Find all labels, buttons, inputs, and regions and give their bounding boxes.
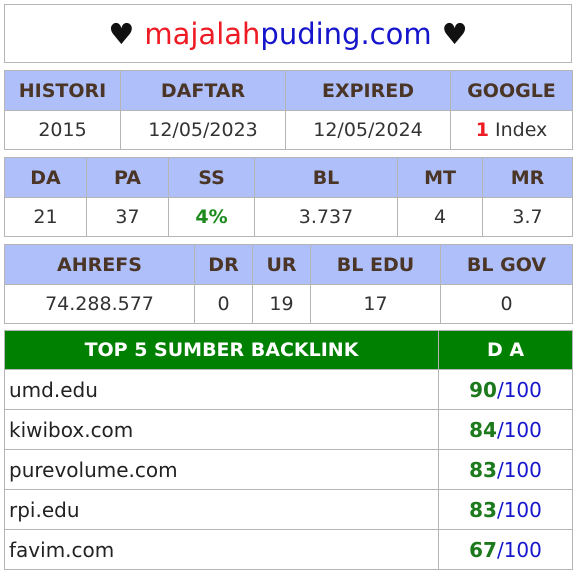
header-bl-edu: BL EDU [310,244,441,285]
header-pa: PA [86,157,169,198]
backlink-da: 83/100 [438,449,573,490]
google-index-count: 1 [475,119,489,141]
value-google: 1 Index [450,110,573,150]
header-dr: DR [194,244,253,285]
value-expired: 12/05/2024 [285,110,451,150]
table-row: purevolume.com 83/100 [4,449,573,490]
da-max: 100 [503,537,542,562]
table-row: favim.com 67/100 [4,529,573,570]
value-da: 21 [4,197,87,237]
da-max: 100 [503,497,542,522]
seo-metrics-table: DA PA SS BL MT MR 21 37 4% 3.737 4 3.7 [4,157,573,237]
header-ur: UR [252,244,311,285]
header-mt: MT [397,157,483,198]
backlink-da: 83/100 [438,489,573,530]
site-title-part1: majalah [144,16,261,51]
value-mr: 3.7 [482,197,573,237]
ahrefs-metrics-table: AHREFS DR UR BL EDU BL GOV 74.288.577 0 … [4,244,573,324]
backlink-site: kiwibox.com [4,409,439,450]
backlink-site: purevolume.com [4,449,439,490]
header-google: GOOGLE [450,70,573,111]
header-bl-gov: BL GOV [440,244,573,285]
value-pa: 37 [86,197,169,237]
backlink-da: 84/100 [438,409,573,450]
da-separator: / [496,377,504,402]
table-row: umd.edu 90/100 [4,369,573,410]
domain-history-table: HISTORI DAFTAR EXPIRED GOOGLE 2015 12/05… [4,70,573,150]
site-title: ♥ majalah puding.com ♥ [4,4,572,63]
header-expired: EXPIRED [285,70,451,111]
value-histori: 2015 [4,110,121,150]
value-bl-edu: 17 [310,284,441,324]
table-row: rpi.edu 83/100 [4,489,573,530]
value-ur: 19 [252,284,311,324]
da-score: 90 [469,377,497,402]
da-score: 83 [469,457,497,482]
heart-icon: ♥ [441,16,468,51]
backlink-site: umd.edu [4,369,439,410]
da-score: 84 [469,417,497,442]
value-mt: 4 [397,197,483,237]
da-max: 100 [503,377,542,402]
header-mr: MR [482,157,573,198]
da-separator: / [496,417,504,442]
da-separator: / [496,537,504,562]
header-ahrefs: AHREFS [4,244,195,285]
top-backlinks-table: TOP 5 SUMBER BACKLINK D A umd.edu 90/100… [4,330,573,570]
site-title-part2: puding.com [260,16,432,51]
da-max: 100 [503,457,542,482]
backlink-site: favim.com [4,529,439,570]
da-max: 100 [503,417,542,442]
table-row: kiwibox.com 84/100 [4,409,573,450]
backlink-site: rpi.edu [4,489,439,530]
value-dr: 0 [194,284,253,324]
header-histori: HISTORI [4,70,121,111]
header-top-sources: TOP 5 SUMBER BACKLINK [4,330,439,370]
value-bl: 3.737 [254,197,398,237]
backlink-da: 90/100 [438,369,573,410]
value-ss: 4% [168,197,255,237]
header-daftar: DAFTAR [120,70,286,111]
da-separator: / [496,497,504,522]
value-daftar: 12/05/2023 [120,110,286,150]
da-score: 67 [469,537,497,562]
header-ss: SS [168,157,255,198]
header-bl: BL [254,157,398,198]
da-score: 83 [469,497,497,522]
backlink-da: 67/100 [438,529,573,570]
header-da: DA [4,157,87,198]
google-index-label: Index [494,119,548,141]
header-domain-authority: D A [438,330,573,370]
value-bl-gov: 0 [440,284,573,324]
value-ahrefs: 74.288.577 [4,284,195,324]
da-separator: / [496,457,504,482]
heart-icon: ♥ [108,16,135,51]
